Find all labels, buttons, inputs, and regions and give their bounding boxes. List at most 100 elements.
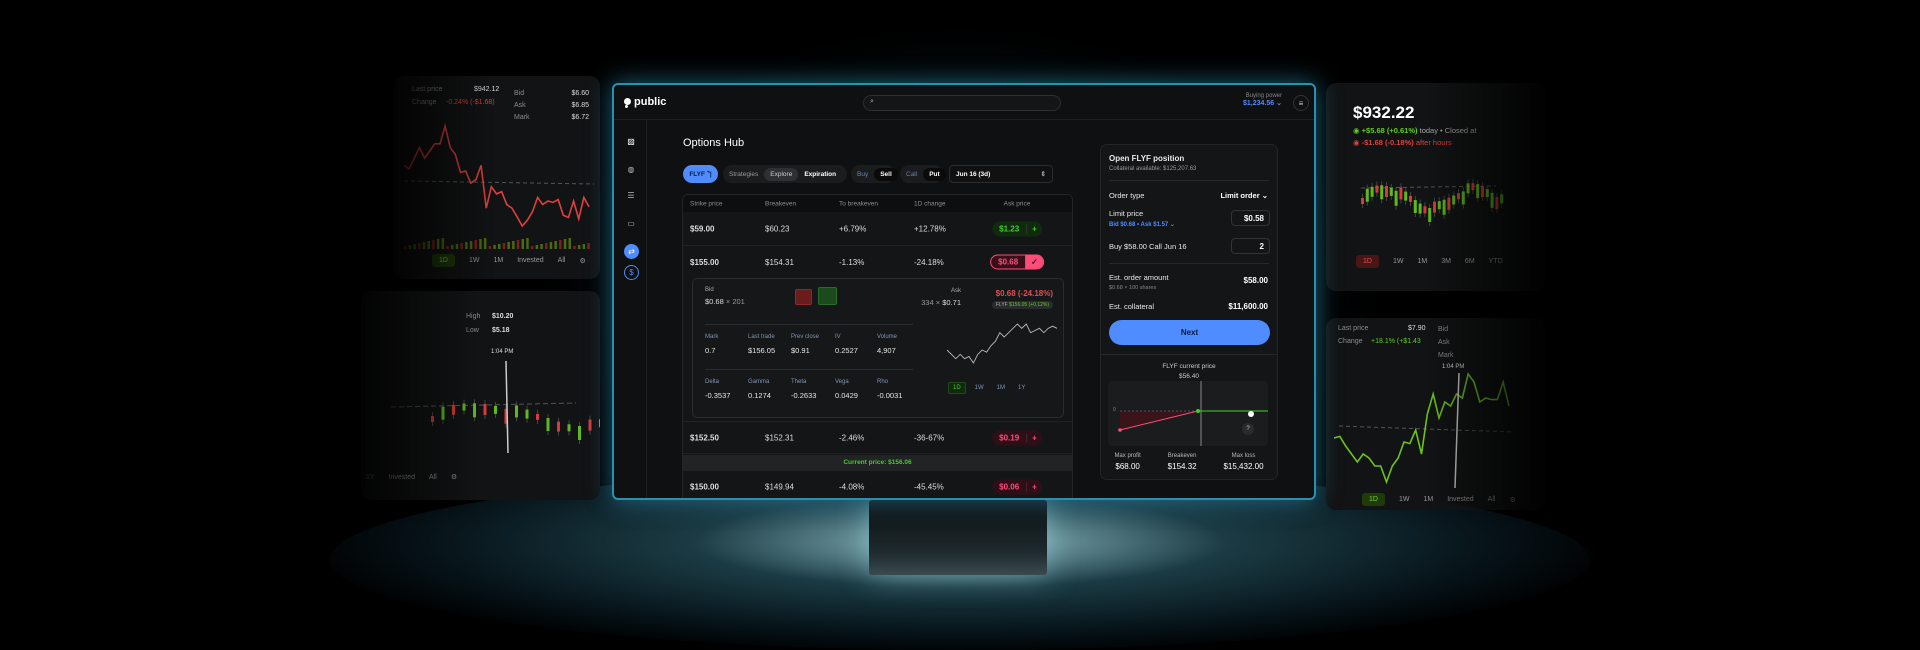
- toggle-put[interactable]: Put: [923, 167, 946, 181]
- range-6m[interactable]: 6M: [1464, 258, 1475, 265]
- breakeven-value: $154.32: [1167, 462, 1197, 471]
- menu-button[interactable]: ≡: [1293, 95, 1309, 111]
- top-bar: public ⌕ Buying power $1,234.56 ⌄ ≡: [614, 85, 1314, 120]
- symbol-chip[interactable]: FLYF ⌝|: [683, 165, 718, 183]
- underlying-badge: FLYF $156.05 (+0.12%): [991, 301, 1053, 309]
- range-all[interactable]: All: [429, 473, 437, 481]
- range-3m[interactable]: 3M: [1441, 258, 1451, 265]
- divider: [705, 369, 913, 370]
- sidebar-item-cash[interactable]: $: [624, 265, 639, 280]
- bid-size: × 201: [725, 297, 745, 306]
- range-invested[interactable]: Invested: [1447, 496, 1474, 503]
- change-label: Change: [1338, 338, 1363, 345]
- table-row[interactable]: $152.50 $152.31 -2.46% -36-67% $0.19 +: [683, 421, 1072, 454]
- quantity-input[interactable]: 2: [1231, 238, 1270, 254]
- tab-explore[interactable]: Explore: [764, 167, 799, 181]
- sidebar-item-portfolio[interactable]: ▨: [624, 134, 638, 148]
- gear-icon[interactable]: ⚙: [1509, 496, 1516, 504]
- volume-bar: [404, 246, 407, 249]
- range-ytd[interactable]: YTD: [1488, 258, 1503, 265]
- range-1m[interactable]: 1M: [1417, 258, 1428, 265]
- range-1y[interactable]: 1Y: [366, 473, 375, 481]
- header-strike[interactable]: Strike price: [690, 200, 723, 207]
- candle: [1433, 201, 1436, 213]
- toggle-sell[interactable]: Sell: [874, 167, 898, 181]
- drag-handle[interactable]: [1248, 411, 1254, 417]
- header-ask-price[interactable]: Ask price: [1003, 200, 1031, 207]
- mark-value: $6.72: [571, 114, 589, 121]
- left-bottom-chart-panel: High $10.20 Low $5.18 1:04 PM 1Y Investe…: [361, 291, 600, 500]
- search-input[interactable]: ⌕: [863, 95, 1061, 111]
- tab-strategies[interactable]: Strategies: [729, 170, 759, 178]
- volume-bar: [493, 245, 496, 249]
- table-row-selected[interactable]: $155.00 $154.31 -1.13% -24.18% $0.68 ✓ Bi…: [683, 246, 1072, 421]
- volume-bar: [422, 242, 426, 249]
- limit-price-input[interactable]: $0.58: [1231, 210, 1270, 226]
- range-1w[interactable]: 1W: [1398, 496, 1410, 503]
- range-invested[interactable]: Invested: [388, 473, 416, 481]
- range-1d[interactable]: 1D: [1356, 255, 1379, 268]
- range-tabs: 1Y Invested All ⚙: [366, 473, 458, 482]
- sidebar-item-explore[interactable]: ◍: [624, 162, 638, 176]
- sidebar-item-options[interactable]: ⇄: [624, 244, 639, 259]
- ask-button[interactable]: $1.23 +: [992, 221, 1042, 237]
- gamma-value: 0.1274: [748, 391, 771, 400]
- range-1w[interactable]: 1W: [974, 385, 984, 391]
- ask-button-selected[interactable]: $0.68 ✓: [990, 254, 1044, 270]
- right-top-chart-panel: $932.22 ◉ +$5.68 (+0.61%) today • Closed…: [1326, 83, 1546, 291]
- order-type-value: Limit order: [1220, 191, 1260, 200]
- order-type-select[interactable]: Limit order ⌄: [1220, 191, 1268, 200]
- expiration-select[interactable]: Jun 16 (3d) ⇕: [949, 165, 1053, 183]
- toggle-buy[interactable]: Buy: [857, 170, 869, 178]
- candle: [1365, 188, 1369, 202]
- buying-power[interactable]: Buying power $1,234.56 ⌄: [1226, 93, 1282, 107]
- range-tabs: 1D 1W 1M Invested All ⚙: [432, 254, 586, 267]
- range-1m[interactable]: 1M: [1423, 496, 1434, 503]
- mark-label: Mark: [705, 334, 719, 340]
- toggle-call[interactable]: Call: [906, 170, 918, 178]
- range-1d[interactable]: 1D: [948, 382, 966, 394]
- sidebar-item-inbox[interactable]: ▭: [624, 216, 638, 230]
- table-row[interactable]: $150.00 $149.94 -4.08% -45.45% $0.06 +: [683, 471, 1072, 498]
- header-breakeven[interactable]: Breakeven: [765, 200, 797, 207]
- header-to-breakeven[interactable]: To breakeven: [839, 200, 879, 207]
- sidebar-item-lists[interactable]: ☰: [624, 188, 638, 202]
- range-1d[interactable]: 1D: [1362, 493, 1385, 506]
- help-icon[interactable]: ?: [1242, 423, 1254, 435]
- price-line: [404, 122, 590, 228]
- candle: [1423, 206, 1427, 214]
- range-1m[interactable]: 1M: [996, 385, 1006, 391]
- volume-bar: [498, 244, 501, 249]
- range-invested[interactable]: Invested: [517, 257, 544, 264]
- breakeven: $152.31: [765, 433, 794, 442]
- buy-ask-button[interactable]: [818, 287, 837, 305]
- range-all[interactable]: All: [1487, 496, 1496, 503]
- sparkline-path: [947, 323, 1058, 364]
- range-all[interactable]: All: [557, 257, 566, 264]
- zero-axis-label: 0: [1113, 407, 1116, 413]
- candle: [515, 405, 518, 418]
- sell-bid-button[interactable]: [795, 289, 812, 305]
- page-title: Options Hub: [683, 137, 745, 149]
- ask-button[interactable]: $0.06 +: [992, 479, 1042, 495]
- range-1w[interactable]: 1W: [1392, 258, 1404, 265]
- gear-icon[interactable]: ⚙: [450, 474, 458, 481]
- est-order-amount-detail: $0.68 × 100 shares: [1109, 285, 1157, 291]
- gear-icon[interactable]: ⚙: [579, 257, 586, 265]
- tab-expiration[interactable]: Expiration: [804, 170, 837, 178]
- table-row[interactable]: $59.00 $60.23 +6.79% +12.78% $1.23 +: [683, 213, 1072, 246]
- ask-button[interactable]: $0.19 +: [992, 430, 1042, 445]
- crosshair-time: 1:04 PM: [1442, 364, 1465, 370]
- badge-symbol: FLYF: [995, 302, 1008, 308]
- range-1d[interactable]: 1D: [432, 254, 455, 267]
- logo[interactable]: public: [624, 96, 666, 108]
- next-button[interactable]: Next: [1109, 320, 1270, 345]
- brand-name: public: [634, 96, 667, 108]
- bid-ask-hint[interactable]: Bid $0.68 • Ask $1.57 ⌄: [1109, 221, 1175, 228]
- range-1y[interactable]: 1Y: [1018, 385, 1026, 391]
- range-1m[interactable]: 1M: [493, 257, 504, 264]
- chart-icon: ▨: [627, 136, 635, 146]
- header-1d-change[interactable]: 1D change: [914, 200, 946, 207]
- range-1w[interactable]: 1W: [468, 257, 480, 264]
- theta-value: -0.2633: [791, 391, 817, 400]
